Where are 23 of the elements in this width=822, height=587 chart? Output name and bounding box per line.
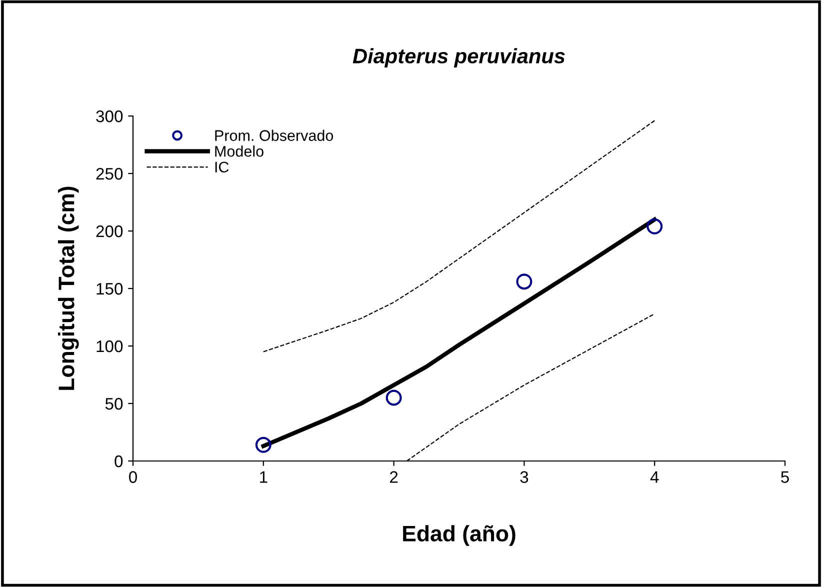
y-tick-label: 100 xyxy=(96,340,123,352)
point xyxy=(516,274,532,290)
legend-label: IC xyxy=(215,162,229,173)
y-tick-label: 50 xyxy=(105,398,123,410)
chart-title: Diapterus peruvianus xyxy=(352,48,565,68)
point xyxy=(255,436,272,453)
legend-label: Prom. Observado xyxy=(215,130,334,141)
point xyxy=(646,218,663,234)
y-tick-label: 300 xyxy=(96,110,123,122)
x-tick-label: 1 xyxy=(260,471,268,483)
x-tick-label: 3 xyxy=(520,471,528,483)
y-tick-label: 0 xyxy=(114,455,123,468)
x-axis-title: Edad (año) xyxy=(403,525,516,546)
y-tick-label: 150 xyxy=(96,282,123,295)
y-tick-label: 250 xyxy=(96,168,123,180)
legend-label: Modelo xyxy=(215,146,264,157)
x-tick-label: 4 xyxy=(650,471,659,483)
x-tick-label: 5 xyxy=(781,471,789,483)
x-tick-label: 0 xyxy=(129,471,137,483)
y-tick-label: 200 xyxy=(96,225,123,238)
point xyxy=(386,390,402,406)
x-tick-label: 2 xyxy=(390,471,398,483)
y-axis-title: Longitud Total (cm) xyxy=(58,186,79,390)
